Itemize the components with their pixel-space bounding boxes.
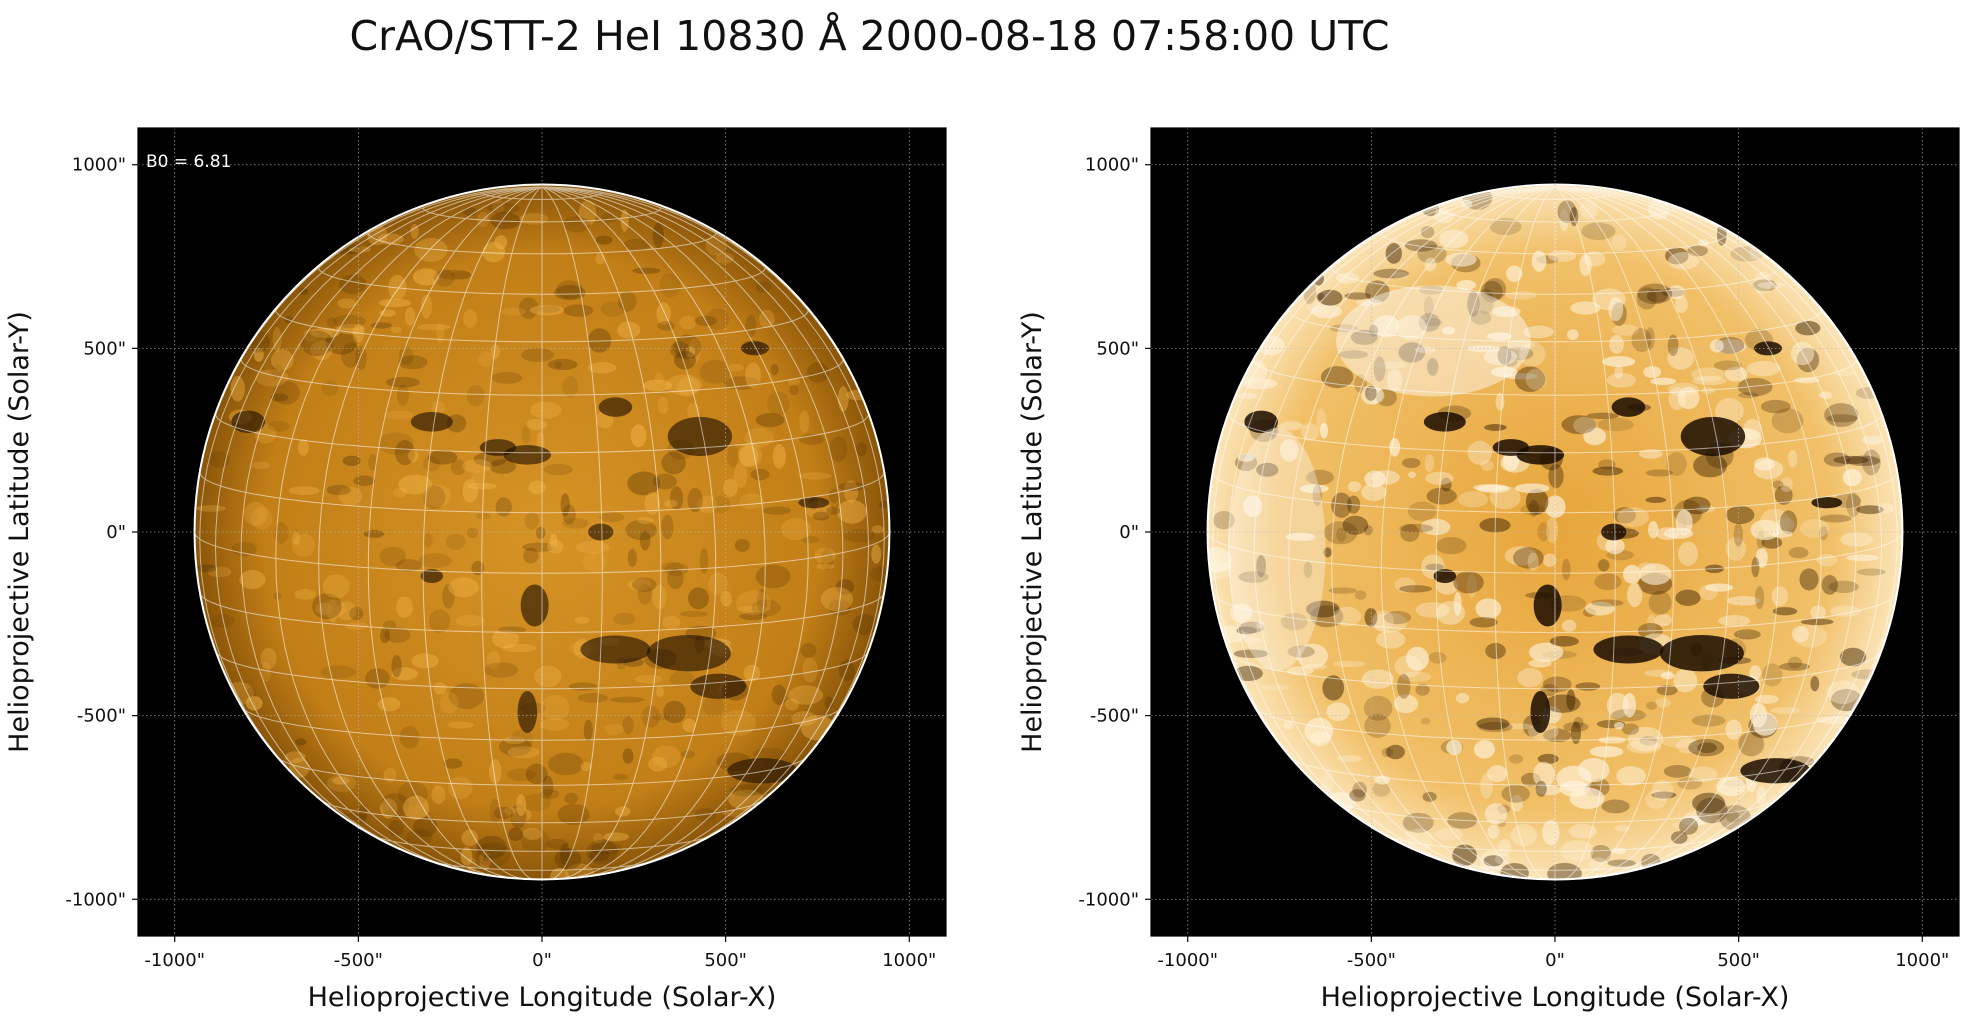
y-axis-label: Helioprojective Latitude (Solar-Y): [4, 311, 35, 753]
x-tick-label: 500": [704, 950, 747, 971]
y-tick-label: 500": [83, 338, 126, 359]
x-tick-label: 1000": [1895, 950, 1949, 971]
y-tick-label: 1000": [72, 155, 126, 176]
x-axis-label: Helioprojective Longitude (Solar-X): [1321, 982, 1790, 1013]
coordinate-gridlines: [1151, 128, 1959, 936]
y-tick-label: 1000": [1085, 155, 1139, 176]
y-axis-label: Helioprojective Latitude (Solar-Y): [1017, 311, 1048, 753]
x-tick-label: 0": [1545, 950, 1565, 971]
y-tick-label: 500": [1096, 338, 1139, 359]
x-tick-label: -1000": [1157, 950, 1218, 971]
x-tick-label: -500": [1347, 950, 1396, 971]
heliographic-grid: [1207, 186, 1903, 880]
x-tick-label: 0": [532, 950, 552, 971]
x-tick-label: 1000": [882, 950, 936, 971]
coordinate-gridlines: [138, 128, 946, 936]
y-tick-label: -1000": [1078, 889, 1139, 910]
x-tick-label: -500": [334, 950, 383, 971]
b0-annotation: B0 = 6.81: [146, 152, 231, 172]
x-tick-label: 500": [1717, 950, 1760, 971]
y-tick-label: -500": [1090, 706, 1139, 727]
y-tick-label: 0": [1119, 522, 1139, 543]
panel-right: -1000" -500" 0" 500" 1000" 1000" 500" 0" -500" -1…: [1017, 127, 1960, 1013]
x-axis-label: Helioprojective Longitude (Solar-X): [308, 982, 777, 1013]
y-tick-label: -500": [77, 706, 126, 727]
x-tick-label: -1000": [144, 950, 205, 971]
panel-left: -1000" -500" 0" 500" 1000" 1000" 500" 0" -500" -1…: [4, 127, 947, 1013]
y-tick-label: -1000": [65, 889, 126, 910]
figure-title: CrAO/STT-2 HeI 10830 Å 2000-08-18 07:58:…: [349, 12, 1390, 60]
heliographic-grid: [194, 186, 890, 880]
y-tick-label: 0": [106, 522, 126, 543]
